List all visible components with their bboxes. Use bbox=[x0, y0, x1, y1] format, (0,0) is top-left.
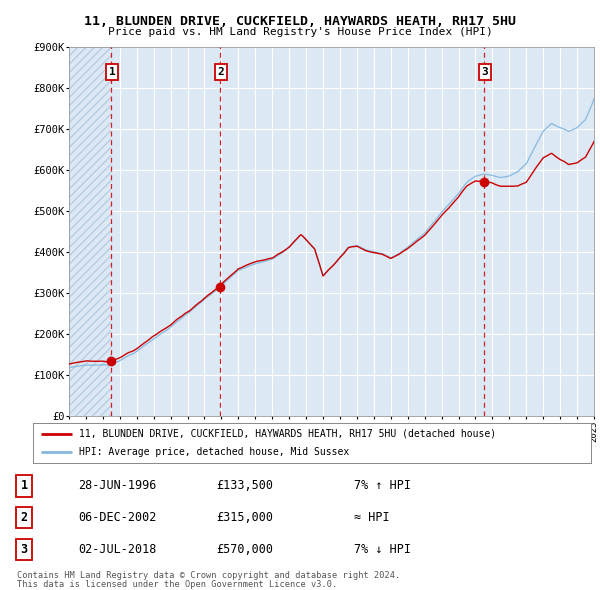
Text: 1: 1 bbox=[20, 480, 28, 493]
Text: 3: 3 bbox=[20, 543, 28, 556]
Text: 7% ↑ HPI: 7% ↑ HPI bbox=[354, 480, 411, 493]
Text: 11, BLUNDEN DRIVE, CUCKFIELD, HAYWARDS HEATH, RH17 5HU (detached house): 11, BLUNDEN DRIVE, CUCKFIELD, HAYWARDS H… bbox=[79, 429, 496, 439]
Text: 7% ↓ HPI: 7% ↓ HPI bbox=[354, 543, 411, 556]
Text: 1: 1 bbox=[109, 67, 115, 77]
Text: 28-JUN-1996: 28-JUN-1996 bbox=[78, 480, 157, 493]
Text: £570,000: £570,000 bbox=[216, 543, 273, 556]
Text: £133,500: £133,500 bbox=[216, 480, 273, 493]
Text: Contains HM Land Registry data © Crown copyright and database right 2024.: Contains HM Land Registry data © Crown c… bbox=[17, 571, 400, 580]
Text: HPI: Average price, detached house, Mid Sussex: HPI: Average price, detached house, Mid … bbox=[79, 447, 349, 457]
Text: 06-DEC-2002: 06-DEC-2002 bbox=[78, 511, 157, 524]
Text: £315,000: £315,000 bbox=[216, 511, 273, 524]
Text: This data is licensed under the Open Government Licence v3.0.: This data is licensed under the Open Gov… bbox=[17, 581, 337, 589]
Text: 2: 2 bbox=[20, 511, 28, 524]
Text: 2: 2 bbox=[218, 67, 224, 77]
Text: 11, BLUNDEN DRIVE, CUCKFIELD, HAYWARDS HEATH, RH17 5HU: 11, BLUNDEN DRIVE, CUCKFIELD, HAYWARDS H… bbox=[84, 15, 516, 28]
Text: ≈ HPI: ≈ HPI bbox=[354, 511, 389, 524]
Text: 02-JUL-2018: 02-JUL-2018 bbox=[78, 543, 157, 556]
Text: Price paid vs. HM Land Registry's House Price Index (HPI): Price paid vs. HM Land Registry's House … bbox=[107, 27, 493, 37]
Text: 3: 3 bbox=[481, 67, 488, 77]
Bar bbox=[69, 47, 111, 416]
